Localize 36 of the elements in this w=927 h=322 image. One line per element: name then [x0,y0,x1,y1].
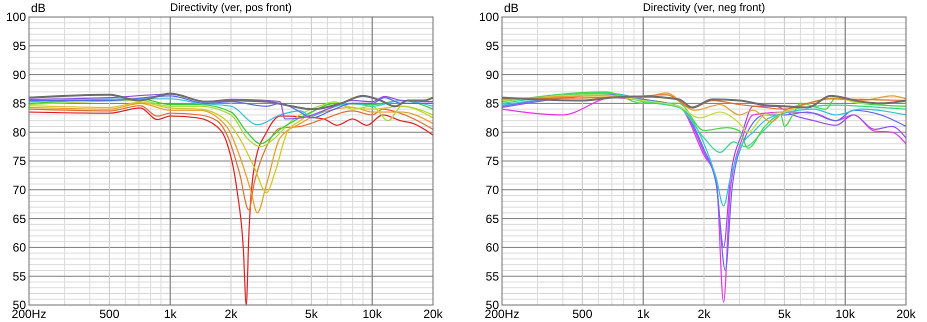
y-tick-label: 70 [12,183,26,197]
y-tick-label: 90 [12,68,26,82]
y-tick-label: 75 [486,154,500,168]
chart-title: Directivity (ver, neg front) [642,2,766,14]
y-tick-label: 55 [12,269,26,284]
y-tick-label: 85 [486,96,500,111]
y-tick-label: 80 [486,125,500,140]
y-tick-label: 80 [12,125,26,140]
x-tick-label: 10k [836,307,856,321]
x-tick-label: 2k [698,307,712,321]
x-tick-label: 1k [636,307,651,321]
x-tick-label: 10k [362,307,383,321]
x-tick-label: 5k [778,307,792,321]
y-tick-label: 85 [12,96,26,111]
x-tick-label: 500 [99,307,120,321]
y-tick-label: 70 [486,183,500,197]
y-tick-label: 100 [478,10,500,24]
y-tick-label: 65 [12,212,26,226]
x-tick-label: 2k [224,307,238,321]
y-tick-label: 60 [12,240,26,255]
x-tick-label: 500 [572,307,593,321]
x-tick-label: 1k [164,307,178,321]
y-tick-label: 95 [12,39,26,53]
y-tick-label: 75 [12,154,26,168]
y-tick-label: 55 [486,269,500,284]
y-axis-title: dB [31,1,46,15]
y-axis-title: dB [504,1,519,15]
y-tick-label: 100 [6,10,26,24]
y-tick-label: 95 [486,39,500,53]
x-tick-label: 5k [305,307,319,321]
y-tick-label: 65 [486,212,500,226]
chart-title: Directivity (ver, pos front) [170,2,292,14]
y-tick-label: 60 [486,240,500,255]
y-tick-label: 90 [486,68,500,82]
x-tick-label: 20k [423,307,444,321]
x-tick-label: 20k [896,307,917,321]
